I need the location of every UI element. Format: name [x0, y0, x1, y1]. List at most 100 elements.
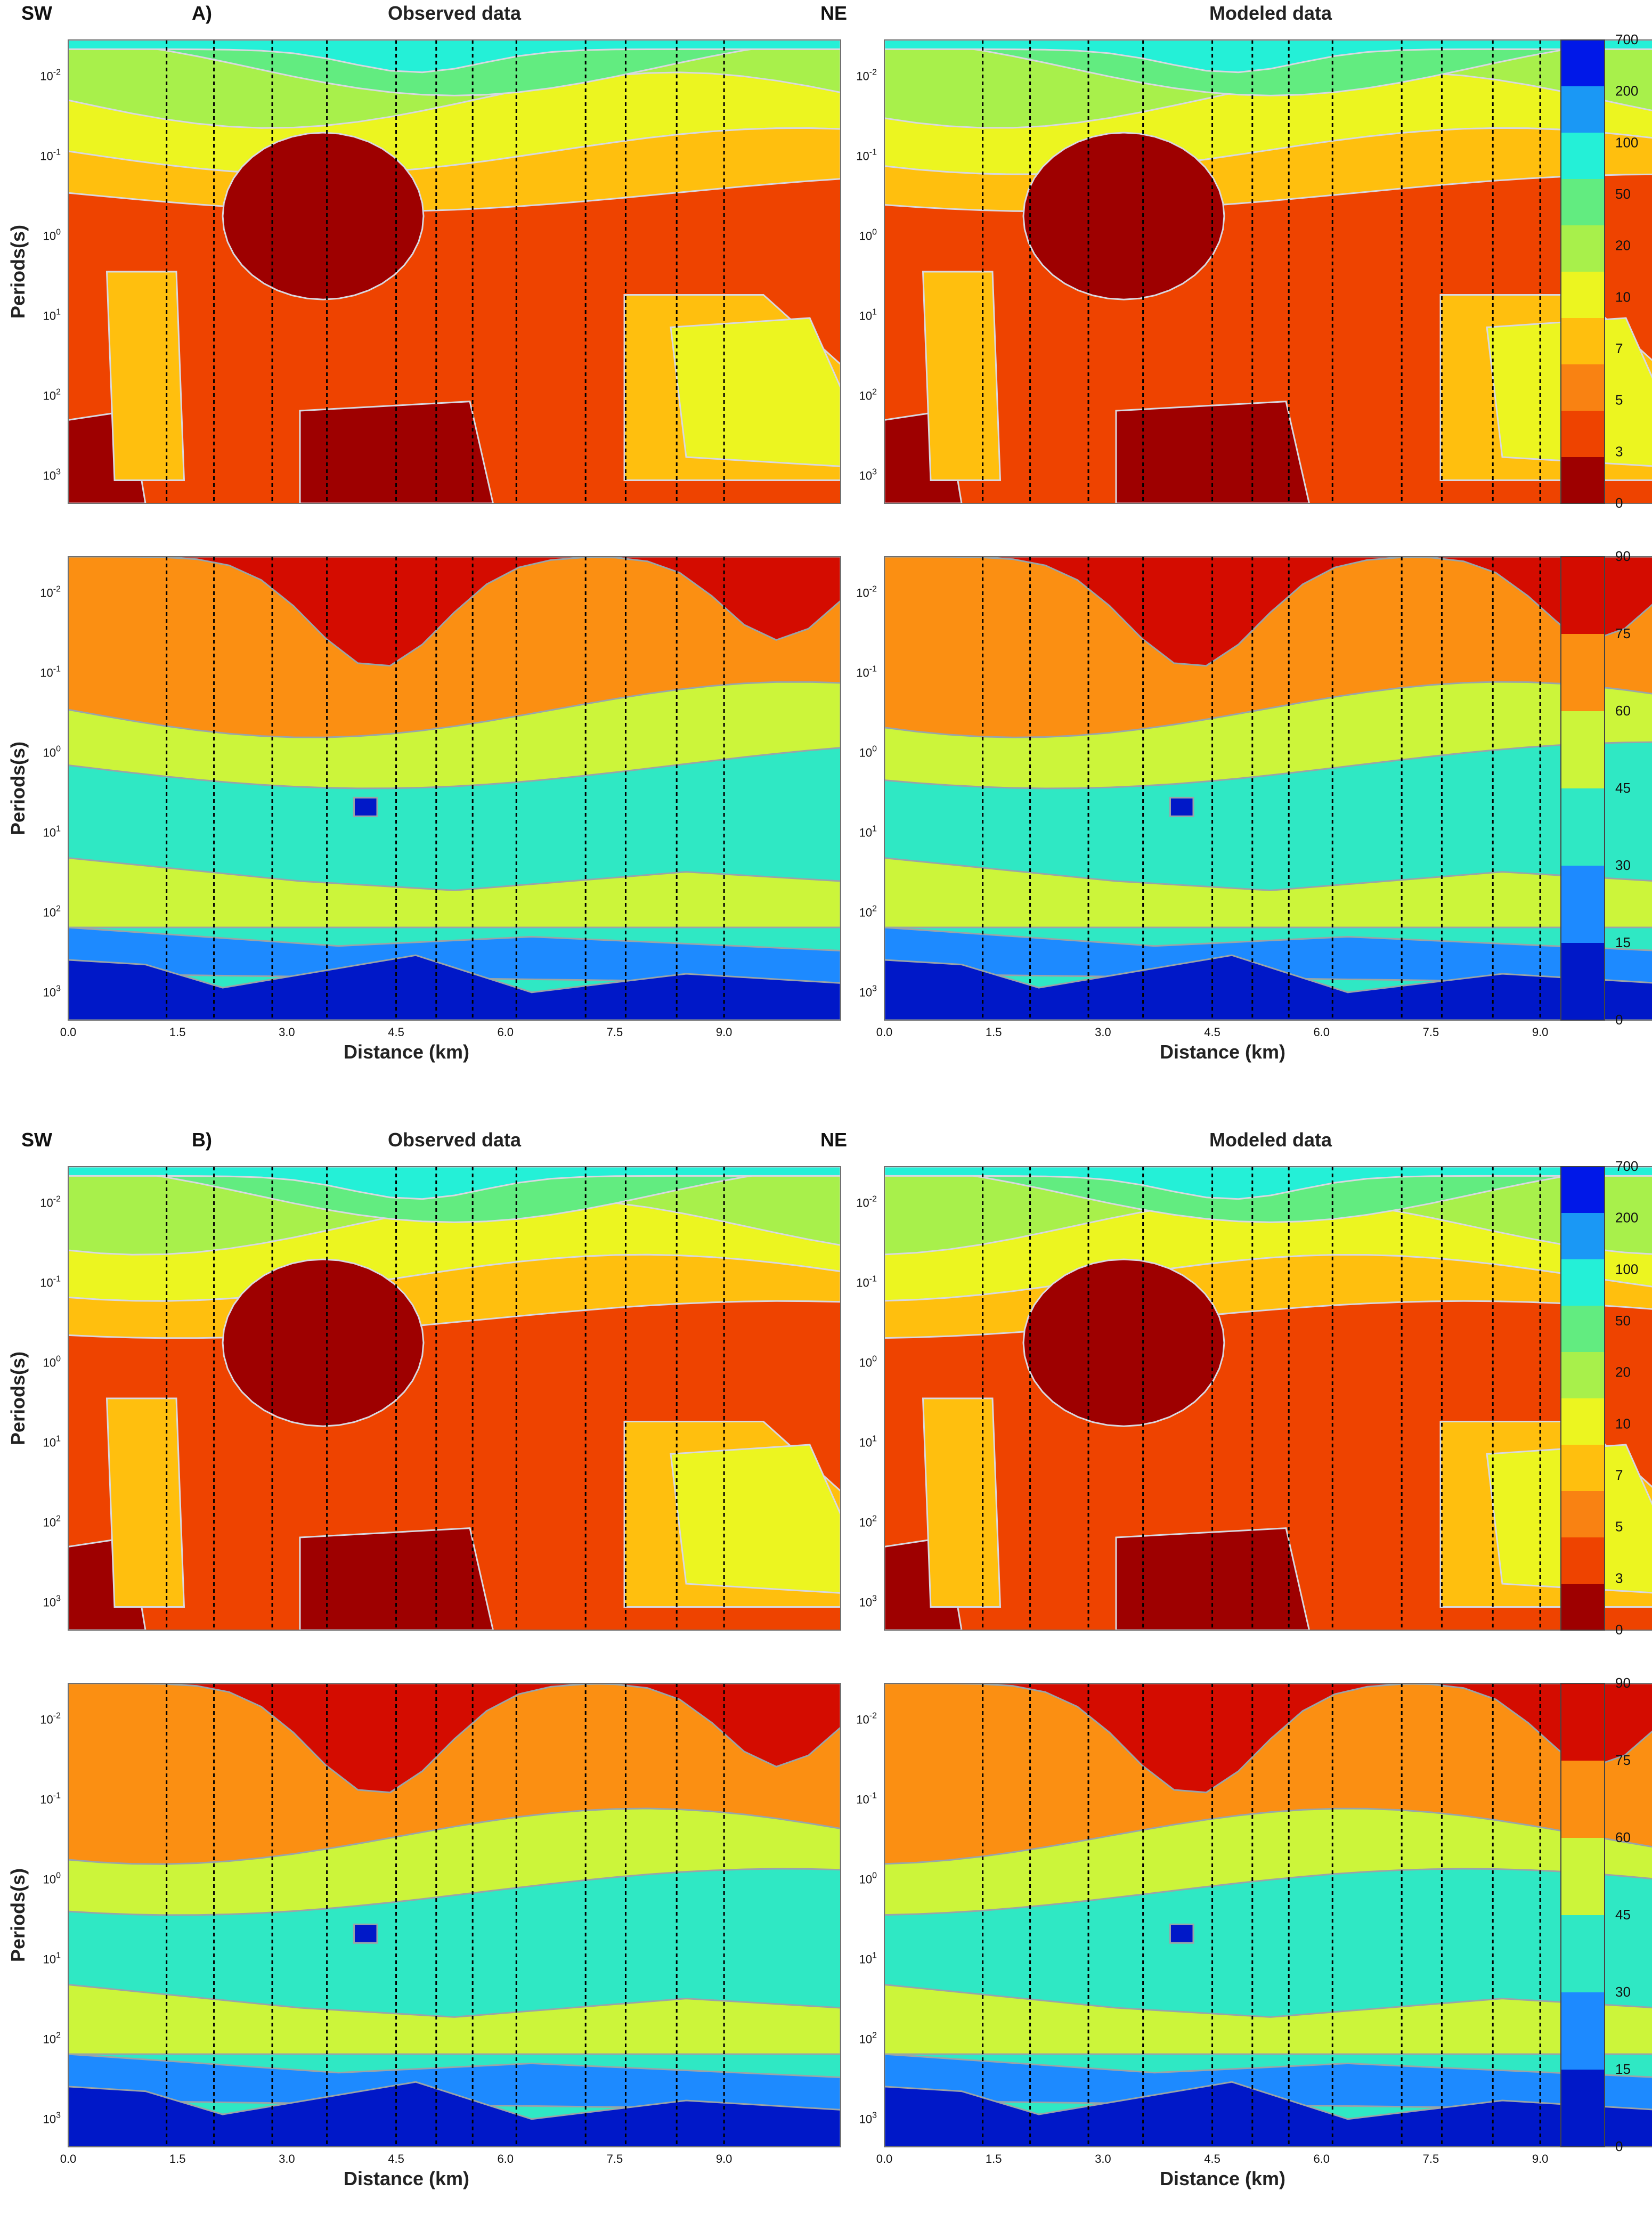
x-tick-label: 6.0 — [1313, 2152, 1330, 2165]
colorbar-segment — [1561, 1445, 1605, 1491]
x-tick-label: 7.5 — [607, 2152, 623, 2165]
phase-band-0-15 — [68, 954, 841, 1020]
colorbar-tick-label: 45 — [1615, 1907, 1631, 1923]
x-tick-label: 0.0 — [60, 2152, 77, 2165]
x-tick-label: 0.0 — [876, 2152, 893, 2165]
colorbar-segment — [1561, 225, 1605, 272]
column-title: Observed data — [388, 1129, 522, 1151]
phase-mid-band — [68, 1983, 841, 2055]
y-tick-label: 10-1 — [856, 1792, 877, 1806]
colorbar-tick-label: 3 — [1615, 443, 1623, 459]
x-tick-label: 4.5 — [1204, 1025, 1220, 1039]
direction-left: SW — [21, 2, 52, 24]
colorbar-segment — [1561, 557, 1605, 634]
y-tick-label: 100 — [859, 745, 877, 760]
plot-frame — [68, 1166, 841, 1631]
x-tick-label: 4.5 — [388, 1025, 404, 1039]
phase-band-15-30 — [884, 926, 1652, 984]
y-tick-label: 10-2 — [40, 585, 61, 600]
y-tick-label: 100 — [43, 745, 61, 760]
x-tick-label: 3.0 — [1095, 1025, 1111, 1039]
colorbar-tick-label: 200 — [1615, 1210, 1638, 1226]
phase-high-lobe — [884, 557, 1652, 667]
y-tick-label: 101 — [43, 1951, 61, 1966]
x-tick-label: 0.0 — [60, 1025, 77, 1039]
y-tick-label: 102 — [43, 388, 61, 403]
modeled-phase-plot: 10-2 10-1 100 101 102 103 — [856, 556, 1652, 1021]
y-tick-label: 10-1 — [40, 665, 61, 680]
colorbar-segment — [1561, 40, 1605, 86]
y-tick-label: 10-1 — [40, 148, 61, 163]
colorbar-segment — [1561, 1259, 1605, 1306]
y-tick-label: 10-1 — [40, 1792, 61, 1806]
resistivity-row: 10-210-110010110210310-210-1100101102103… — [7, 1158, 1652, 1638]
phase-band-60-75 — [68, 1683, 841, 1865]
y-tick-label: 103 — [43, 2111, 61, 2126]
colorbar-tick-label: 90 — [1615, 1675, 1631, 1691]
y-tick-label: 101 — [43, 308, 61, 323]
colorbar-segment — [1561, 318, 1605, 364]
colorbar-tick-label: 100 — [1615, 1261, 1638, 1277]
direction-left: SW — [21, 1129, 52, 1151]
y-tick-label: 10-2 — [40, 68, 61, 83]
y-tick-label: 10-2 — [856, 585, 877, 600]
y-tick-label: 102 — [859, 388, 877, 403]
y-tick-label: 103 — [859, 984, 877, 999]
y-tick-label: 103 — [859, 468, 877, 483]
colorbar-segment — [1561, 1915, 1605, 1992]
x-tick-label: 9.0 — [716, 2152, 733, 2165]
conductor-body — [222, 132, 425, 300]
y-tick-label: 10-2 — [856, 1712, 877, 1727]
phase-band-60-75 — [884, 1683, 1652, 1865]
colorbar-tick-label: 5 — [1615, 1519, 1623, 1535]
y-tick-label: 103 — [859, 2111, 877, 2126]
x-tick-label: 9.0 — [1532, 1025, 1549, 1039]
x-axis-label: Distance (km) — [344, 2168, 469, 2189]
phase-low-anomaly — [1169, 796, 1194, 817]
y-axis-label: Periods(s) — [7, 225, 29, 319]
deep-conductor-mid — [1115, 401, 1311, 503]
res-band-100-200 — [884, 40, 1652, 74]
modeled-phase-plot: 10-2 10-1 100 101 102 103 — [856, 1683, 1652, 2147]
y-tick-label: 100 — [43, 228, 61, 243]
x-tick-label: 6.0 — [1313, 1025, 1330, 1039]
colorbar-segment — [1561, 272, 1605, 318]
phase-band-15-30 — [884, 2053, 1652, 2111]
y-tick-label: 101 — [859, 1435, 877, 1450]
phase-band-0-15 — [884, 954, 1652, 1020]
colorbar-tick-label: 0 — [1615, 2138, 1623, 2154]
colorbar-segment — [1561, 457, 1605, 503]
left-resistive-strip — [105, 271, 185, 481]
colorbar-segment — [1561, 86, 1605, 133]
plot-frame — [68, 556, 841, 1021]
phase-high-lobe-right — [68, 557, 841, 641]
y-tick-label: 103 — [43, 984, 61, 999]
x-tick-label: 1.5 — [986, 2152, 1002, 2165]
x-axis-label: Distance (km) — [1160, 2168, 1285, 2189]
plot-frame — [884, 1166, 1652, 1631]
y-tick-label: 103 — [43, 1594, 61, 1609]
colorbar-segment — [1561, 1213, 1605, 1259]
colorbar-tick-label: 60 — [1615, 1829, 1631, 1845]
colorbar-segment — [1561, 1167, 1605, 1213]
colorbar-tick-label: 7 — [1615, 1467, 1623, 1483]
x-tick-label: 0.0 — [876, 1025, 893, 1039]
y-tick-label: 10-2 — [856, 68, 877, 83]
colorbar-tick-label: 0 — [1615, 1012, 1623, 1028]
phase-mid-band — [68, 857, 841, 929]
y-axis-label: Periods(s) — [7, 742, 29, 835]
deep-resistive-right-core — [670, 317, 841, 467]
colorbar-tick-label: 700 — [1615, 1158, 1638, 1174]
observed-phase-plot: 10-2 10-1 100 101 102 103 — [40, 1683, 841, 2147]
colorbar-segment — [1561, 1306, 1605, 1352]
x-tick-label: 3.0 — [1095, 2152, 1111, 2165]
phase-row: 10-2 10-1 100 101 102 103 10-2 10-1 100 101 102 103… — [7, 548, 1652, 1028]
y-tick-label: 100 — [43, 1871, 61, 1886]
y-tick-label: 100 — [43, 1355, 61, 1370]
observed-resistivity-plot: 10-2 10-1 100 101 102 103 — [40, 39, 841, 504]
y-tick-label: 101 — [859, 1951, 877, 1966]
x-tick-label: 6.0 — [497, 2152, 514, 2165]
